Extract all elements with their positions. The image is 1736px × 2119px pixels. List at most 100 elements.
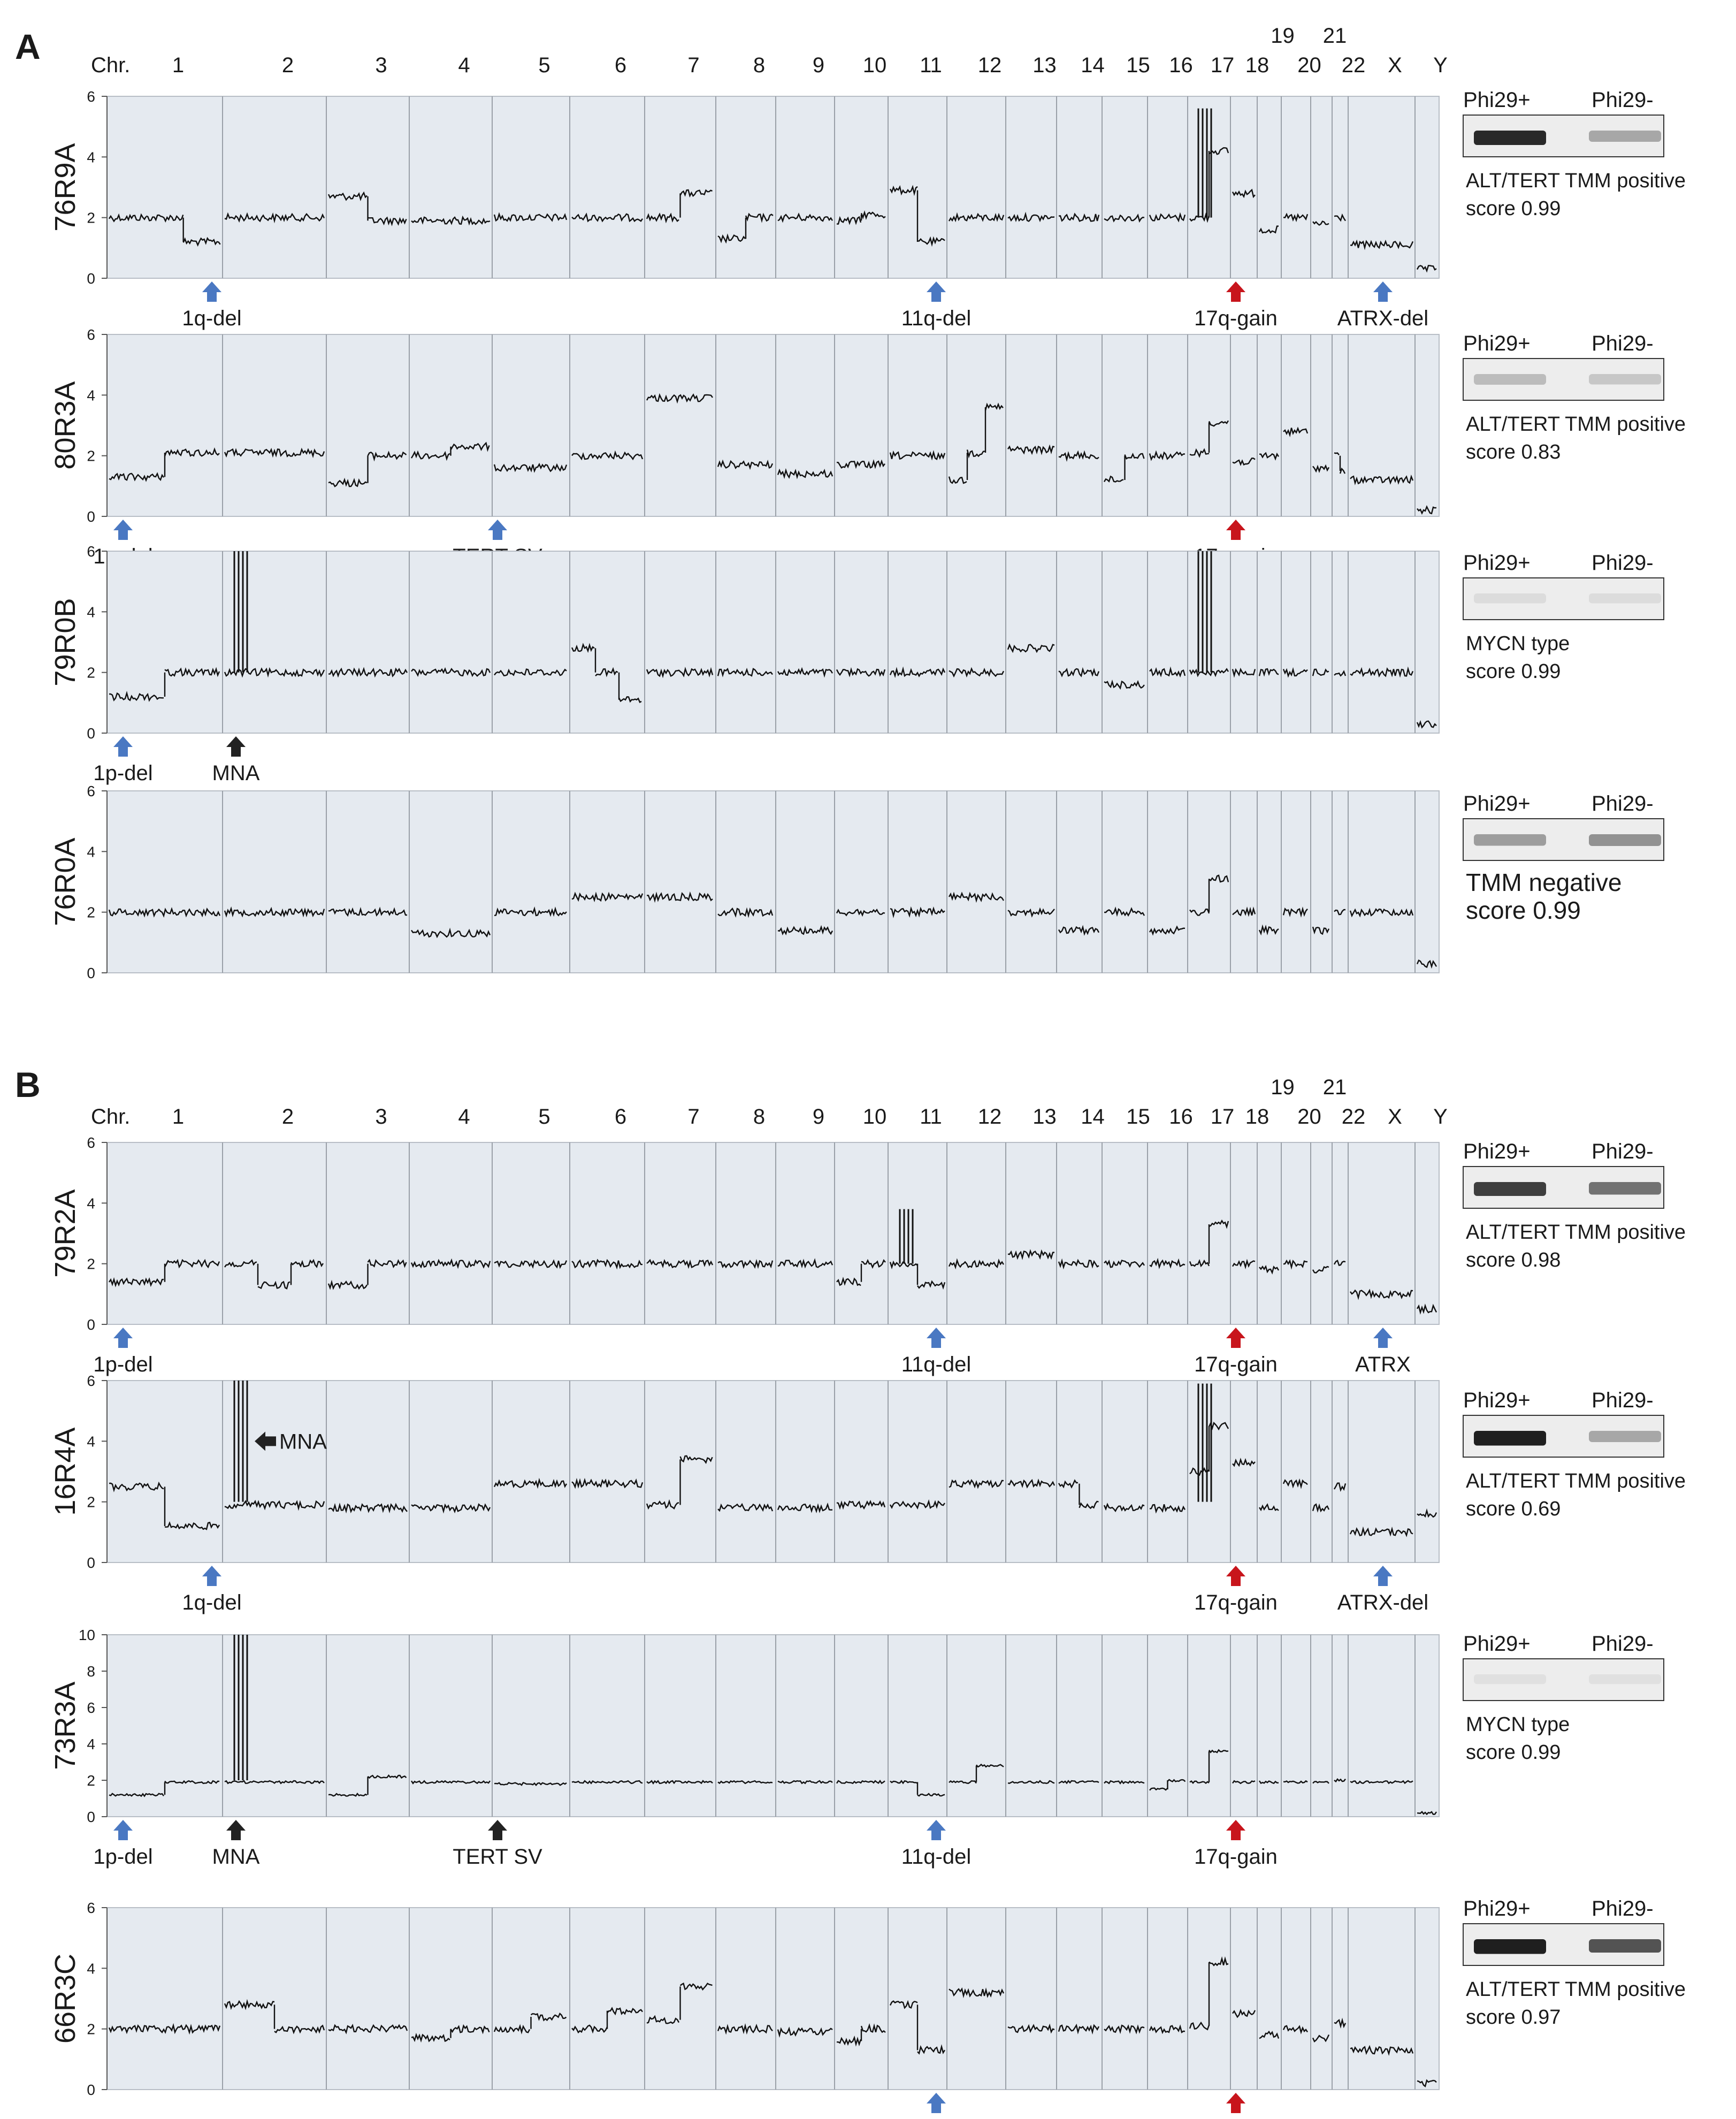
tmm-score: score 0.98 <box>1466 1249 1561 1271</box>
copy-number-trace <box>328 667 408 678</box>
annotation-arrow <box>202 1566 221 1586</box>
copy-number-trace <box>984 402 1004 411</box>
copy-number-trace <box>1312 1503 1330 1513</box>
copy-number-trace <box>1258 668 1279 677</box>
chr-label: 22 <box>1342 1105 1366 1129</box>
copy-number-trace <box>836 1779 885 1785</box>
y-tick-label: 0 <box>87 1316 95 1333</box>
copy-number-trace <box>1007 211 1055 223</box>
copy-number-trace <box>1232 1259 1256 1270</box>
copy-number-trace <box>1058 925 1100 936</box>
tmm-score: score 0.99 <box>1466 660 1561 683</box>
tmm-classification: ALT/TERT TMM positive <box>1466 1470 1686 1492</box>
tmm-score: score 0.97 <box>1466 2006 1561 2029</box>
copy-number-trace <box>224 212 325 224</box>
copy-number-trace <box>1149 1257 1186 1269</box>
copy-number-trace <box>777 2026 833 2038</box>
annotation-17q-gain: 17q-gain <box>1194 1820 1278 1869</box>
copy-number-trace <box>1149 212 1186 223</box>
annotation-label: 11q-del <box>901 2118 971 2119</box>
annotation-label: ATRX-del <box>1337 1591 1428 1614</box>
copy-number-trace <box>328 1503 408 1514</box>
gel-66R3C: Phi29+ Phi29- ALT/TERT TMM positive score 0… <box>1463 1897 1686 2029</box>
annotation-17q-gain: 17q-gain <box>1194 1566 1278 1614</box>
gel-band <box>1474 1431 1546 1446</box>
copy-number-trace <box>1350 1780 1413 1785</box>
annotation-label: MNA <box>212 1845 260 1869</box>
copy-number-trace <box>1232 667 1256 678</box>
annotation-arrow <box>255 1431 276 1451</box>
copy-number-trace <box>679 1455 713 1464</box>
copy-number-trace <box>917 2044 946 2055</box>
copy-number-trace <box>327 1279 368 1290</box>
copy-number-trace <box>571 1477 644 1489</box>
copy-number-trace <box>571 212 643 223</box>
annotation-1p-del: 1p-del <box>93 736 153 785</box>
annotation-11q-del: 11q-del <box>901 281 971 330</box>
annotation-arrow <box>927 1328 946 1348</box>
copy-number-trace <box>1209 147 1229 155</box>
copy-number-trace <box>890 906 945 918</box>
plot-area <box>106 1634 1440 1817</box>
y-tick-label: 6 <box>87 88 95 105</box>
copy-number-trace <box>494 1781 567 1787</box>
chr-label: 5 <box>538 54 550 77</box>
copy-number-trace <box>1312 464 1330 474</box>
chr-axis-label: Chr. <box>91 54 130 77</box>
copy-number-trace <box>1282 2025 1309 2034</box>
gel-band <box>1474 834 1546 846</box>
copy-number-trace <box>646 667 714 679</box>
copy-number-trace <box>1189 212 1210 223</box>
copy-number-trace <box>948 212 1005 223</box>
gel-lane-label: Phi29- <box>1592 551 1654 575</box>
copy-number-trace <box>1283 1259 1307 1270</box>
chr-label: 6 <box>615 54 626 77</box>
copy-number-trace <box>108 2023 221 2035</box>
copy-number-trace <box>1417 505 1437 515</box>
chr-label: 3 <box>375 1105 387 1129</box>
chr-label: 17 <box>1211 1105 1235 1129</box>
copy-number-trace <box>1149 666 1186 678</box>
annotation-arrow <box>113 1820 133 1840</box>
copy-number-trace <box>949 1987 1005 1999</box>
tmm-classification: TMM negative <box>1466 868 1622 896</box>
gel-lane-label: Phi29- <box>1592 792 1654 815</box>
chr-label: 8 <box>753 1105 765 1129</box>
copy-number-trace <box>1416 959 1437 969</box>
gel-lane-label: Phi29+ <box>1463 88 1531 112</box>
annotation-arrow <box>113 1328 133 1348</box>
annotation-label: TERT SV <box>453 1845 542 1869</box>
copy-number-trace <box>411 2033 450 2043</box>
sample-label: 79R2A <box>49 1189 81 1277</box>
copy-number-trace <box>1417 1810 1437 1816</box>
copy-number-trace <box>717 233 746 244</box>
annotation-atrx-del: ATRX-del <box>1337 1566 1428 1614</box>
copy-number-trace <box>679 1982 713 1991</box>
annotation-arrow <box>113 736 133 757</box>
copy-number-trace <box>1282 906 1308 918</box>
annotation-label: 17q-gain <box>1194 2118 1278 2119</box>
tmm-classification: ALT/TERT TMM positive <box>1466 1978 1686 2001</box>
copy-number-trace <box>1339 467 1346 474</box>
copy-number-trace <box>494 668 567 676</box>
copy-number-trace <box>1312 2034 1330 2043</box>
copy-number-trace <box>1334 909 1346 916</box>
copy-number-trace <box>493 212 568 222</box>
plot-area <box>106 96 1440 279</box>
copy-number-trace <box>1334 1778 1346 1783</box>
tmm-classification: ALT/TERT TMM positive <box>1466 1221 1686 1244</box>
copy-number-trace <box>917 236 945 247</box>
gel-band <box>1589 834 1661 846</box>
y-tick-label: 4 <box>87 1433 95 1450</box>
annotation-label: ATRX <box>1355 1353 1411 1376</box>
chr-label: 12 <box>978 1105 1002 1129</box>
gel-lane-label: Phi29+ <box>1463 1897 1531 1920</box>
chr-label: 7 <box>687 54 699 77</box>
copy-number-trace <box>717 1259 774 1269</box>
copy-number-trace <box>1333 1259 1346 1267</box>
copy-number-trace <box>646 212 679 224</box>
copy-number-trace <box>108 1277 164 1287</box>
annotation-arrow <box>1226 1328 1245 1348</box>
